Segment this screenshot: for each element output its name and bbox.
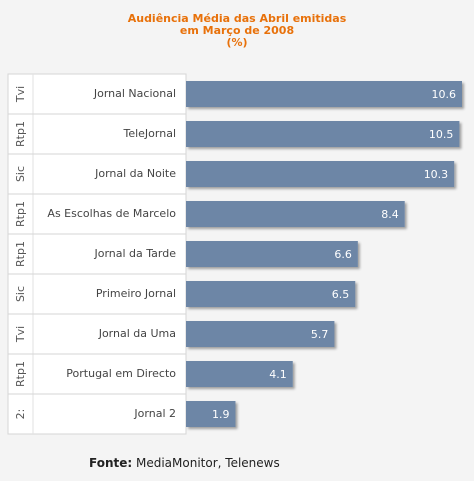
bar-row: Tvi Jornal Nacional 10.6 xyxy=(14,81,462,107)
bar-row: Rtp1 Portugal em Directo 4.1 xyxy=(14,361,293,387)
source-note: Fonte: MediaMonitor, Telenews xyxy=(89,456,280,470)
bar-value-label: 8.4 xyxy=(381,208,399,221)
bar xyxy=(186,361,293,387)
bar xyxy=(186,241,358,267)
bar xyxy=(186,321,335,347)
bar xyxy=(186,81,462,107)
bar-value-label: 6.5 xyxy=(332,288,350,301)
category-label: TeleJornal xyxy=(122,127,176,140)
bar-row: Sic Jornal da Noite 10.3 xyxy=(14,161,455,187)
source-label: Fonte: xyxy=(89,456,133,470)
bar-value-label: 10.5 xyxy=(429,128,454,141)
category-label: Jornal da Uma xyxy=(98,327,176,340)
chart-title-line-2: em Março de 2008 xyxy=(179,24,295,37)
chart-rows: Tvi Jornal Nacional 10.6 Rtp1 TeleJornal 10.5… xyxy=(14,81,462,427)
channel-label: Tvi xyxy=(14,326,27,343)
bar-row: Rtp1 Jornal da Tarde 6.6 xyxy=(14,241,358,267)
chart-title-line-1: Audiência Média das Abril emitidas xyxy=(127,12,347,25)
bar-value-label: 10.3 xyxy=(424,168,449,181)
category-label: As Escolhas de Marcelo xyxy=(47,207,176,220)
channel-label: Sic xyxy=(14,166,27,182)
chart-title: Audiência Média das Abril emitidas em Ma… xyxy=(0,13,474,49)
category-label: Jornal 2 xyxy=(133,407,176,420)
chart-frame xyxy=(7,73,187,435)
bar-value-label: 4.1 xyxy=(269,368,287,381)
channel-label: Rtp1 xyxy=(14,201,27,227)
bar xyxy=(186,121,460,147)
category-label: Portugal em Directo xyxy=(66,367,176,380)
category-label: Jornal da Noite xyxy=(94,167,176,180)
channel-label: Tvi xyxy=(14,86,27,103)
channel-label: Rtp1 xyxy=(14,241,27,267)
chart-title-line-3: (%) xyxy=(226,36,248,49)
channel-label: Sic xyxy=(14,286,27,302)
bar xyxy=(186,281,356,307)
bar-row: Rtp1 As Escolhas de Marcelo 8.4 xyxy=(14,201,405,227)
bar-row: 2: Jornal 2 1.9 xyxy=(14,401,236,427)
bar xyxy=(186,401,236,427)
bar-value-label: 6.6 xyxy=(334,248,352,261)
source-text: MediaMonitor, Telenews xyxy=(132,456,280,470)
bar xyxy=(186,161,455,187)
bar-value-label: 1.9 xyxy=(212,408,230,421)
bar-row: Tvi Jornal da Uma 5.7 xyxy=(14,321,335,347)
channel-label: Rtp1 xyxy=(14,121,27,147)
channel-label: 2: xyxy=(14,409,27,420)
bar-value-label: 5.7 xyxy=(311,328,329,341)
bar-row: Sic Primeiro Jornal 6.5 xyxy=(14,281,356,307)
category-label: Jornal Nacional xyxy=(93,87,176,100)
bar-row: Rtp1 TeleJornal 10.5 xyxy=(14,121,460,147)
bar-value-label: 10.6 xyxy=(432,88,457,101)
label-column-bg xyxy=(7,73,187,435)
category-label: Jornal da Tarde xyxy=(93,247,176,260)
channel-label: Rtp1 xyxy=(14,361,27,387)
bar xyxy=(186,201,405,227)
category-label: Primeiro Jornal xyxy=(96,287,176,300)
